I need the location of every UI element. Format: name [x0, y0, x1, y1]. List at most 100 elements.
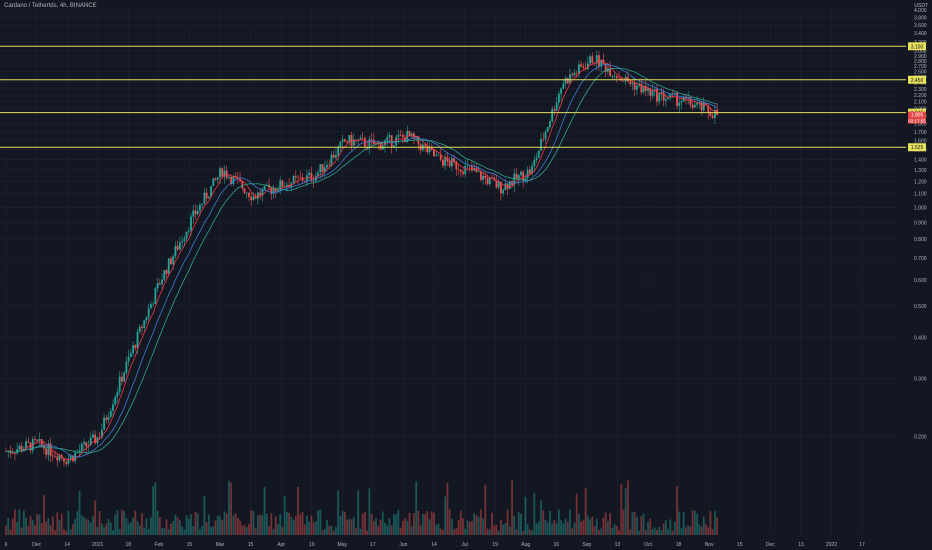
candle-body — [230, 176, 233, 184]
y-tick-label: 1.300 — [914, 168, 927, 174]
candle-body — [600, 59, 603, 67]
volume-bar — [381, 511, 384, 535]
candle-body — [502, 189, 505, 194]
volume-bar — [127, 523, 130, 535]
candle-body — [513, 173, 516, 186]
candle-body — [395, 136, 398, 146]
volume-bar — [642, 513, 645, 535]
volume-bar — [60, 513, 63, 535]
y-tick-label: 4.000 — [914, 8, 927, 14]
price-level-badge — [908, 143, 926, 152]
candle-body — [196, 210, 199, 215]
candle-body — [379, 142, 382, 150]
volume-bar — [350, 519, 353, 535]
candle-body — [285, 184, 288, 187]
volume-bar — [248, 523, 250, 535]
volume-bar — [689, 526, 692, 535]
volume-bar — [78, 490, 81, 535]
candle-body — [500, 181, 502, 194]
volume-bar — [486, 528, 489, 535]
candle-body — [328, 164, 331, 166]
y-tick-label: 1.700 — [914, 130, 927, 136]
y-tick-label: 1.200 — [914, 179, 927, 185]
candle-body — [241, 181, 244, 189]
candle-body — [92, 434, 94, 438]
candle-body — [442, 159, 444, 166]
candle-body — [203, 192, 206, 204]
volume-bar — [377, 525, 380, 535]
x-tick-label: 17 — [370, 542, 376, 548]
x-tick-label: Aug — [521, 542, 530, 548]
y-tick-label: 1.100 — [914, 192, 927, 198]
volume-bar — [615, 525, 618, 535]
volume-bar — [473, 513, 476, 535]
candle-body — [424, 144, 427, 147]
volume-bar — [121, 509, 123, 535]
volume-bar — [22, 510, 25, 535]
candle-body — [301, 177, 304, 181]
candle-body — [199, 204, 201, 211]
volume-bar — [341, 510, 344, 535]
candle-body — [239, 178, 241, 182]
volume-bar — [384, 522, 386, 535]
volume-bar — [542, 510, 545, 535]
volume-bar — [176, 517, 179, 535]
candle-body — [96, 437, 99, 443]
candle-body — [112, 404, 114, 411]
volume-bar — [339, 516, 342, 535]
candle-body — [589, 56, 591, 64]
volume-bar — [178, 520, 181, 535]
volume-bar — [562, 523, 565, 535]
volume-bar — [203, 495, 206, 535]
volume-bar — [702, 516, 705, 535]
candle-body — [466, 165, 469, 167]
volume-bar — [89, 522, 92, 535]
volume-bar — [575, 493, 578, 535]
candle-body — [98, 437, 101, 438]
candle-body — [629, 81, 632, 84]
x-tick-label: 2021 — [92, 542, 103, 548]
volume-bar — [444, 496, 447, 535]
volume-bar — [165, 519, 168, 535]
candle-body — [261, 189, 264, 196]
volume-bar — [254, 528, 257, 535]
volume-bar — [455, 528, 458, 535]
x-tick-label: 14 — [64, 542, 70, 548]
candle-body — [633, 82, 636, 90]
volume-bar — [145, 518, 148, 535]
volume-bar — [20, 527, 23, 535]
candle-body — [346, 141, 348, 143]
candle-body — [114, 396, 117, 405]
y-tick-label: 0.500 — [914, 304, 927, 310]
volume-bar — [638, 530, 641, 535]
volume-bar — [491, 512, 493, 535]
volume-bar — [54, 530, 56, 535]
volume-bar — [578, 514, 580, 535]
volume-bar — [114, 514, 117, 535]
candle-body — [453, 158, 455, 162]
volume-bar — [504, 523, 507, 535]
volume-bar — [687, 525, 690, 535]
volume-bar — [306, 515, 308, 535]
volume-bar — [709, 511, 712, 535]
candle-body — [158, 283, 161, 285]
candle-body — [221, 168, 224, 177]
volume-bar — [243, 524, 246, 535]
volume-bar — [185, 515, 188, 535]
candle-body — [564, 78, 567, 84]
volume-bar — [71, 524, 74, 535]
candle-body — [292, 175, 295, 183]
volume-bar — [691, 510, 694, 535]
volume-bar — [515, 529, 518, 535]
volume-bar — [5, 525, 7, 535]
volume-bar — [410, 526, 413, 535]
y-tick-label: 0.600 — [914, 278, 927, 284]
x-tick-label: Dec — [766, 542, 775, 548]
candle-body — [662, 92, 665, 101]
candle-body — [571, 74, 574, 76]
candle-body — [484, 175, 487, 179]
volume-bar — [448, 509, 451, 535]
volume-bar — [673, 521, 676, 535]
